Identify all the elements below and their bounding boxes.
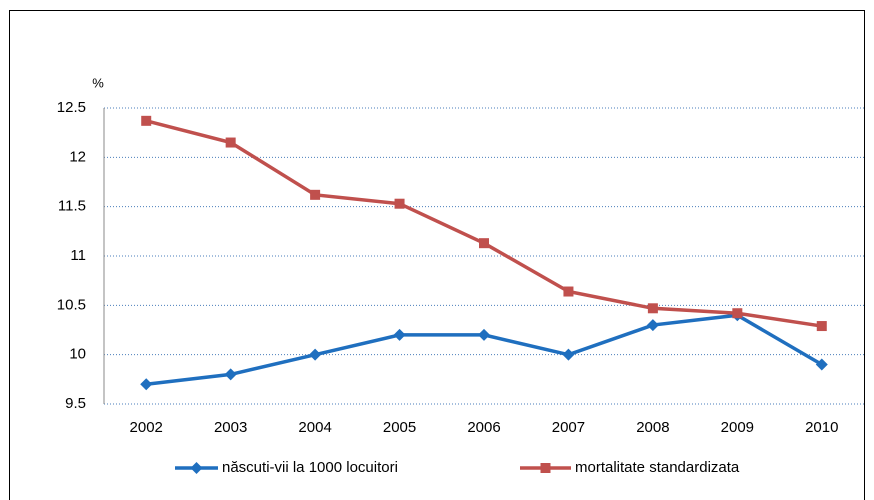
x-tick-label: 2003 <box>214 419 247 436</box>
legend-label: născuti-vii la 1000 locuitori <box>222 459 398 476</box>
series-line <box>146 313 823 387</box>
data-point <box>816 321 827 332</box>
data-point <box>309 348 322 361</box>
data-point <box>478 328 490 341</box>
data-point <box>479 238 489 249</box>
data-point <box>647 303 658 314</box>
data-point <box>563 286 574 297</box>
y-tick-label: 12.5 <box>57 99 86 116</box>
chart-frame <box>9 10 865 500</box>
data-point <box>732 308 743 319</box>
x-tick-label: 2005 <box>383 419 416 436</box>
legend-marker <box>540 463 551 473</box>
y-tick-label: 10.5 <box>57 296 86 313</box>
data-point <box>224 368 237 381</box>
x-tick-label: 2010 <box>805 419 838 436</box>
data-point <box>562 348 575 361</box>
y-axis-label: % <box>92 75 104 90</box>
data-point <box>140 378 153 391</box>
legend-marker <box>190 462 203 474</box>
data-point <box>141 115 152 126</box>
y-tick-label: 10 <box>69 346 86 363</box>
y-tick-label: 12 <box>69 148 86 165</box>
x-tick-label: 2006 <box>467 419 500 436</box>
x-tick-label: 2008 <box>636 419 669 436</box>
y-tick-label: 11.5 <box>58 198 86 215</box>
legend-label: mortalitate standardizata <box>575 459 740 476</box>
x-tick-label: 2002 <box>130 419 163 436</box>
data-point <box>225 137 236 148</box>
x-tick-label: 2004 <box>298 419 331 436</box>
data-point <box>815 358 828 371</box>
series-line <box>145 119 823 328</box>
data-point <box>646 319 659 332</box>
data-point <box>310 189 321 200</box>
data-point <box>394 198 405 209</box>
data-point <box>393 328 406 341</box>
x-tick-label: 2007 <box>552 419 585 436</box>
x-tick-label: 2009 <box>721 419 754 436</box>
y-tick-label: 11 <box>70 247 86 264</box>
y-tick-label: 9.5 <box>65 395 86 412</box>
